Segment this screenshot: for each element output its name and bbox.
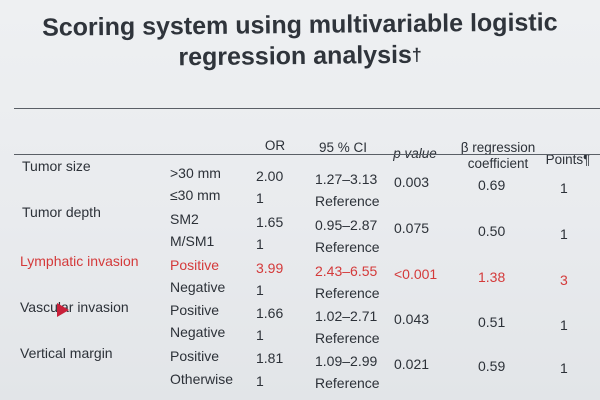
slide-title: Scoring system using multivariable logis… <box>40 7 561 74</box>
level-label: Otherwise <box>170 371 234 387</box>
slide-title-line2-text: regression analysis <box>178 40 413 72</box>
points-value: 1 <box>560 180 568 196</box>
pointer-cursor-icon <box>57 303 69 317</box>
p-value: 0.043 <box>394 311 430 327</box>
or-value: 1.81 <box>256 350 284 366</box>
ci-value: Reference <box>315 375 380 391</box>
level-label: M/SM1 <box>170 233 215 249</box>
ci-value: Reference <box>315 193 380 209</box>
header-bottom-rule <box>14 154 600 155</box>
points-value: 1 <box>560 226 568 242</box>
variable-name-highlighted: Lymphatic invasion <box>20 253 139 269</box>
ci-value-highlighted: 2.43–6.55 <box>315 263 378 279</box>
header-or: OR <box>264 138 286 153</box>
points-value: 1 <box>560 360 568 376</box>
header-p-value: p value <box>393 146 437 161</box>
beta-value: 0.50 <box>478 223 506 239</box>
slide-title-line2: regression analysis† <box>40 38 560 74</box>
p-value-highlighted: <0.001 <box>394 266 438 282</box>
ci-value: 0.95–2.87 <box>315 217 378 233</box>
beta-value: 0.69 <box>478 177 506 193</box>
beta-value: 0.59 <box>478 358 506 374</box>
ci-value: Reference <box>315 285 380 301</box>
or-value: 2.00 <box>256 168 284 184</box>
or-value: 1.66 <box>256 305 284 321</box>
variable-name: Tumor depth <box>22 204 101 220</box>
level-label: SM2 <box>170 211 199 227</box>
or-value: 1 <box>256 373 264 389</box>
p-value: 0.021 <box>394 356 430 372</box>
ci-value: 1.02–2.71 <box>315 308 378 324</box>
beta-value-highlighted: 1.38 <box>478 269 506 285</box>
header-beta-line2: coefficient <box>467 156 529 171</box>
variable-name: Vascular invasion <box>20 299 129 315</box>
header-beta: β regression coefficient <box>448 140 548 172</box>
level-label: Negative <box>170 324 226 340</box>
variable-name: Vertical margin <box>20 345 113 361</box>
variable-name: Tumor size <box>22 158 91 174</box>
table-top-rule <box>14 108 600 109</box>
or-value: 1.65 <box>256 214 284 230</box>
ci-value: 1.27–3.13 <box>315 171 378 187</box>
p-value: 0.075 <box>394 220 430 236</box>
or-value: 1 <box>256 236 264 252</box>
level-label: Positive <box>170 348 220 364</box>
ci-value: Reference <box>315 330 380 346</box>
header-points: Points¶ <box>545 152 591 167</box>
or-value-highlighted: 3.99 <box>256 260 284 276</box>
beta-value: 0.51 <box>478 314 506 330</box>
or-value: 1 <box>256 327 264 343</box>
or-value: 1 <box>256 282 264 298</box>
level-label: Positive <box>170 302 220 318</box>
ci-value: 1.09–2.99 <box>315 353 378 369</box>
level-label-highlighted: Positive <box>170 257 220 273</box>
level-label: Negative <box>170 279 226 295</box>
slide-title-line1: Scoring system using multivariable logis… <box>41 8 558 42</box>
header-ci: 95 % CI <box>318 140 368 155</box>
title-footnote-mark: † <box>411 44 422 65</box>
level-label: >30 mm <box>170 165 221 181</box>
level-label: ≤30 mm <box>170 187 221 203</box>
header-beta-line1: β regression <box>460 140 536 155</box>
points-value: 1 <box>560 317 568 333</box>
ci-value: Reference <box>315 239 380 255</box>
or-value: 1 <box>256 190 264 206</box>
points-value-highlighted: 3 <box>560 272 568 288</box>
p-value: 0.003 <box>394 174 430 190</box>
